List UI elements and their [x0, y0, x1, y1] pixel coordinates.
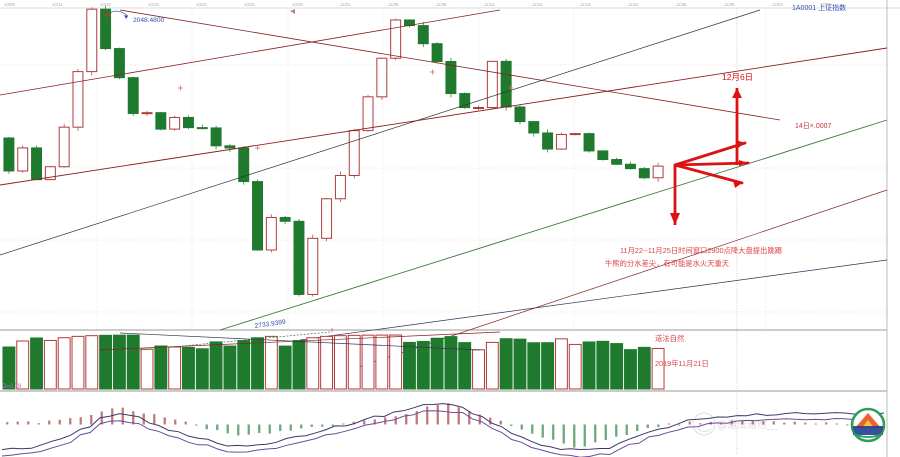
svg-text:11/29: 11/29	[724, 2, 735, 7]
svg-text:11/01: 11/01	[340, 2, 351, 7]
svg-text:牛熊的分水差尖，有可能是水火天重天: 牛熊的分水差尖，有可能是水火天重天	[605, 259, 730, 268]
svg-text:10/18: 10/18	[148, 2, 159, 7]
svg-text:12月6日: 12月6日	[722, 72, 753, 82]
svg-text:11/12: 11/12	[484, 2, 495, 7]
svg-text:10/22: 10/22	[196, 2, 207, 7]
svg-text:道法自然: 道法自然	[655, 334, 684, 343]
svg-text:11月22--11月25日时间窗口2900点降大盘提出跳踢: 11月22--11月25日时间窗口2900点降大盘提出跳踢	[620, 246, 782, 255]
svg-text:2019年11月21日: 2019年11月21日	[655, 359, 709, 368]
svg-text:14日×.0007: 14日×.0007	[795, 122, 831, 130]
svg-text:11/19: 11/19	[580, 2, 591, 7]
svg-text:2048.4800: 2048.4800	[133, 17, 165, 24]
svg-text:10/08: 10/08	[4, 2, 15, 7]
svg-text:11/05: 11/05	[388, 2, 399, 7]
svg-text:11/26: 11/26	[676, 2, 687, 7]
svg-text:12/03: 12/03	[772, 2, 783, 7]
svg-text:11/08: 11/08	[436, 2, 447, 7]
svg-text:11/15: 11/15	[532, 2, 543, 7]
svg-text:1A0001 上证指数: 1A0001 上证指数	[792, 3, 846, 12]
svg-text:10/11: 10/11	[52, 2, 63, 7]
svg-text:@道法自然__: @道法自然__	[717, 418, 779, 431]
svg-text:10/29: 10/29	[292, 2, 303, 7]
svg-text:D=2.78: D=2.78	[2, 384, 22, 390]
svg-text:10/25: 10/25	[244, 2, 255, 7]
svg-text:11/22: 11/22	[628, 2, 639, 7]
